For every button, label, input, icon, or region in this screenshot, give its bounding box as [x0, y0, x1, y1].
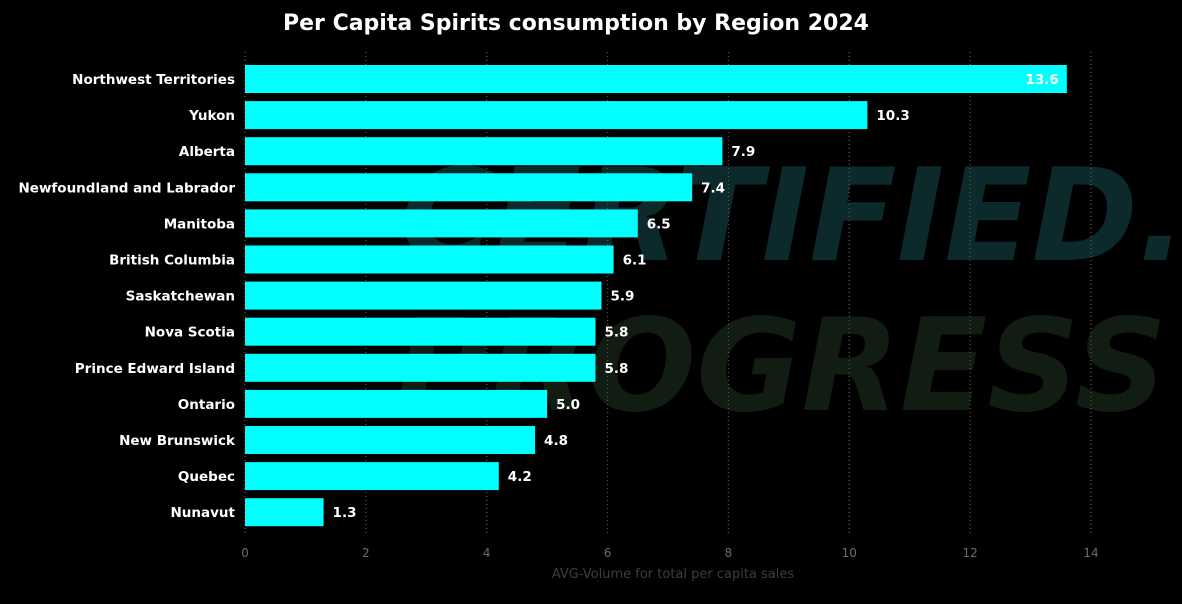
value-label: 6.5: [647, 216, 671, 232]
bar: [245, 209, 638, 238]
x-tick-label: 2: [362, 546, 370, 560]
bar: [245, 498, 324, 527]
x-tick-label: 4: [483, 546, 491, 560]
bar: [245, 65, 1067, 93]
value-label: 1.3: [333, 505, 357, 521]
category-label: New Brunswick: [119, 433, 236, 449]
value-label: 13.6: [1026, 72, 1059, 88]
x-axis-title: AVG-Volume for total per capita sales: [552, 567, 795, 582]
bars: [245, 65, 1067, 527]
x-tick-label: 8: [725, 546, 733, 560]
category-label: Quebec: [178, 469, 235, 485]
x-tick-label: 12: [963, 546, 978, 560]
x-tick-label: 6: [604, 546, 612, 560]
bar: [245, 245, 614, 274]
gridlines: [244, 52, 1092, 535]
value-label: 5.8: [604, 361, 628, 377]
category-label: Nova Scotia: [145, 325, 235, 341]
category-label: Saskatchewan: [126, 289, 235, 305]
bar: [245, 281, 602, 310]
category-label: British Columbia: [109, 253, 235, 269]
value-label: 4.8: [544, 433, 568, 449]
bar: [245, 353, 596, 382]
value-labels: 13.6 10.3 7.9 7.4 6.5 6.1 5.9 5.8 5.8 5.0 4.8 4.2 1.…: [333, 72, 1059, 521]
value-label: 7.9: [731, 144, 755, 160]
bar: [245, 101, 868, 130]
category-label: Manitoba: [164, 216, 235, 232]
value-label: 5.9: [611, 289, 635, 305]
value-label: 5.0: [556, 397, 580, 413]
category-label: Alberta: [179, 144, 235, 160]
category-label: Northwest Territories: [72, 72, 235, 88]
bar: [245, 137, 723, 166]
x-axis-ticks: 0 2 4 6 8 10 12 14: [241, 546, 1098, 560]
chart-title: Per Capita Spirits consumption by Region…: [283, 11, 869, 36]
bar: [245, 173, 693, 202]
bar: [245, 426, 536, 454]
category-labels: Northwest Territories Yukon Alberta Newfoun…: [19, 72, 237, 521]
category-label: Yukon: [188, 108, 235, 124]
x-tick-label: 0: [241, 546, 249, 560]
value-label: 10.3: [876, 108, 909, 124]
value-label: 6.1: [623, 253, 647, 269]
x-tick-label: 10: [842, 546, 857, 560]
bar: [245, 389, 548, 418]
category-label: Prince Edward Island: [75, 361, 235, 377]
category-label: Newfoundland and Labrador: [19, 180, 236, 196]
category-label: Ontario: [178, 397, 235, 413]
x-tick-label: 14: [1083, 546, 1098, 560]
category-label: Nunavut: [171, 505, 236, 521]
value-label: 4.2: [508, 469, 532, 485]
bar: [245, 462, 499, 491]
value-label: 7.4: [701, 180, 725, 196]
value-label: 5.8: [604, 325, 628, 341]
bar: [245, 317, 596, 346]
